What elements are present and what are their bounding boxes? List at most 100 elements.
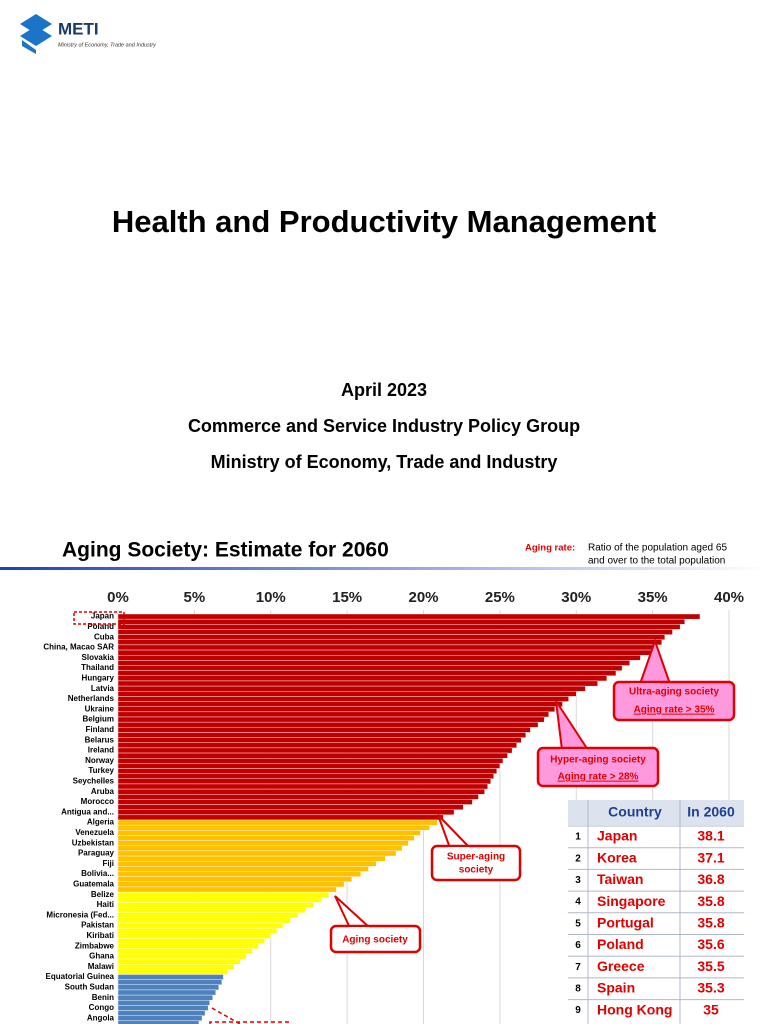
rate: 36.8: [697, 871, 724, 887]
definition-text: Ratio of the population aged 65: [588, 543, 727, 554]
bar: [117, 922, 284, 929]
callout-box: [329, 924, 422, 954]
bar: [117, 974, 224, 980]
bar: [117, 742, 517, 749]
rank: 4: [575, 897, 581, 908]
x-tick-label: 15%: [332, 589, 362, 606]
bar: [117, 665, 623, 671]
callout-box: [536, 746, 660, 788]
bar: [117, 897, 322, 903]
table-header: Country: [608, 804, 662, 820]
bar: [117, 773, 494, 780]
row-label: Ukraine: [85, 704, 115, 713]
bar: [117, 881, 345, 888]
bar: [117, 737, 522, 743]
bar: [117, 763, 501, 769]
bar: [117, 861, 377, 867]
bar: [117, 1015, 203, 1022]
bar: [117, 1000, 210, 1006]
bar: [117, 866, 369, 872]
row-label: Paraguay: [78, 849, 115, 858]
bar: [117, 670, 617, 677]
x-tick-label: 10%: [256, 589, 286, 606]
row-label: Aruba: [91, 787, 115, 796]
definition-term: Aging rate:: [525, 543, 575, 554]
bar: [117, 984, 220, 991]
row-label: Latvia: [91, 684, 115, 693]
bar: [117, 721, 539, 728]
definition-text: and over to the total population: [588, 556, 725, 567]
bar: [117, 716, 545, 723]
row-label: Zimbabwe: [75, 941, 115, 950]
row-label: Haiti: [97, 900, 114, 909]
bar: [117, 629, 673, 635]
bar: [117, 691, 577, 697]
country: Korea: [597, 849, 637, 865]
callout-pointer: [555, 700, 589, 751]
x-tick-label: 25%: [485, 589, 515, 606]
country: Hong Kong: [597, 1001, 672, 1017]
bar: [117, 917, 291, 924]
bar: [117, 655, 641, 661]
rank: 6: [575, 940, 581, 951]
bar: [117, 850, 397, 857]
bar: [117, 624, 681, 630]
bar: [117, 948, 253, 955]
row-label: Bolivia...: [81, 869, 114, 878]
bar: [117, 727, 531, 733]
row-label: Algeria: [87, 818, 115, 827]
rank: 2: [575, 853, 581, 864]
row-label: Malawi: [88, 962, 114, 971]
bar: [117, 891, 329, 898]
callout-pointer: [639, 637, 671, 685]
row-label: Seychelles: [73, 776, 115, 785]
row-label: Cuba: [94, 632, 115, 641]
callout-text: Aging society: [342, 935, 408, 946]
table-header: In 2060: [687, 804, 735, 820]
rate: 35.6: [697, 936, 724, 952]
bar: [117, 840, 409, 846]
bar: [117, 1010, 206, 1016]
row-label: Congo: [89, 1003, 114, 1012]
row-label: Ghana: [89, 952, 114, 961]
bar: [117, 1005, 209, 1011]
bar: [117, 933, 271, 939]
callout-text: Ultra-aging society: [629, 687, 719, 698]
bar: [117, 958, 241, 965]
bar: [117, 752, 508, 759]
row-label: Ireland: [88, 746, 114, 755]
ministry: Ministry of Economy, Trade and Industry: [211, 452, 558, 472]
callout-text: Hyper-aging society: [550, 755, 646, 766]
row-label: Morocco: [81, 797, 114, 806]
bar: [117, 649, 653, 656]
bar: [117, 804, 464, 810]
row-label: Finland: [86, 725, 115, 734]
chart-title: Aging Society: Estimate for 2060: [62, 539, 389, 562]
bar: [117, 644, 658, 651]
bar: [117, 953, 247, 960]
bar: [117, 979, 223, 986]
bar: [117, 855, 386, 862]
row-label: Antigua and...: [61, 807, 114, 816]
bar: [117, 845, 403, 852]
bar: [117, 675, 607, 682]
bar: [117, 835, 415, 841]
row-label: Angola: [87, 1013, 115, 1022]
logo-subtitle: Ministry of Economy, Trade and Industry: [58, 42, 157, 48]
row-label: Poland: [87, 622, 114, 631]
bar: [117, 886, 337, 893]
row-label: Netherlands: [68, 694, 115, 703]
bar: [117, 747, 513, 754]
callout-pointer: [334, 895, 371, 929]
rate: 35.3: [697, 980, 724, 996]
dashed-pointer: [209, 1007, 292, 1024]
bar: [117, 871, 362, 877]
x-tick-label: 35%: [638, 589, 668, 606]
bar: [117, 732, 527, 738]
bar: [117, 938, 265, 944]
bar: [117, 876, 352, 883]
bar: [117, 799, 473, 805]
callouts: Ultra-aging society Aging rate > 35% Hyp…: [329, 637, 736, 954]
bar: [117, 660, 630, 666]
